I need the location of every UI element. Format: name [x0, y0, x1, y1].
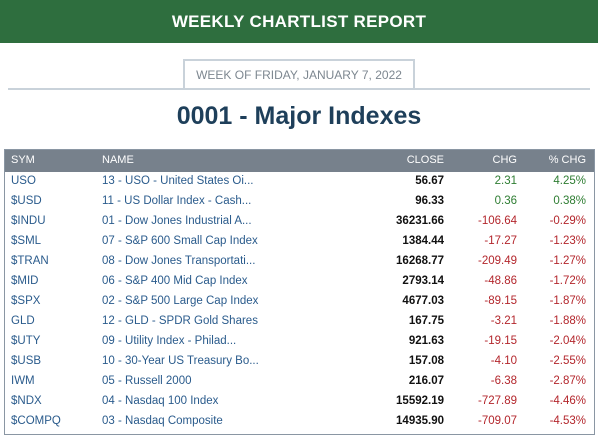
name-link[interactable]: 01 - Dow Jones Industrial A...: [102, 215, 252, 227]
chartlist-title: 0001 - Major Indexes: [176, 101, 422, 130]
change-value: -727.89: [477, 395, 517, 407]
name-link[interactable]: 11 - US Dollar Index - Cash...: [102, 195, 252, 207]
percent-change-value: -2.87%: [549, 375, 586, 387]
column-header-pct-chg[interactable]: % CHG: [548, 154, 586, 166]
percent-change-value: -1.72%: [549, 275, 586, 287]
percent-change-value: -1.23%: [549, 235, 586, 247]
change-value: -17.27: [484, 235, 517, 247]
change-value: -4.10: [490, 355, 517, 367]
table-row[interactable]: $SML 07 - S&P 600 Small Cap Index 1384.44 -…: [5, 232, 594, 252]
percent-change-value: -1.27%: [549, 255, 586, 267]
close-value: 167.75: [408, 315, 444, 327]
table-row[interactable]: $SPX 02 - S&P 500 Large Cap Index 4677.03 -…: [5, 292, 594, 312]
table-row[interactable]: $USD 11 - US Dollar Index - Cash... 96.33 0…: [5, 192, 594, 212]
change-value: -48.86: [484, 275, 517, 287]
change-value: -3.21: [490, 315, 517, 327]
close-value: 2793.14: [402, 275, 444, 287]
name-link[interactable]: 09 - Utility Index - Philad...: [102, 335, 237, 347]
percent-change-value: 0.38%: [553, 195, 586, 207]
change-value: -6.38: [490, 375, 517, 387]
table-row[interactable]: $COMPQ 03 - Nasdaq Composite 14935.90 -709.…: [5, 412, 594, 432]
symbol-link[interactable]: $INDU: [11, 215, 46, 227]
close-value: 14935.90: [396, 415, 444, 427]
symbol-link[interactable]: $NDX: [11, 395, 42, 407]
name-link[interactable]: 05 - Russell 2000: [102, 375, 192, 387]
close-value: 157.08: [408, 355, 444, 367]
table-row[interactable]: $NDX 04 - Nasdaq 100 Index 15592.19 -727.89…: [5, 392, 594, 412]
week-label-box: WEEK OF FRIDAY, JANUARY 7, 2022: [183, 59, 415, 88]
name-link[interactable]: 12 - GLD - SPDR Gold Shares: [102, 315, 258, 327]
change-value: 2.31: [494, 175, 517, 187]
close-value: 1384.44: [402, 235, 444, 247]
percent-change-value: -4.46%: [549, 395, 586, 407]
symbol-link[interactable]: $UTY: [11, 335, 41, 347]
name-link[interactable]: 10 - 30-Year US Treasury Bo...: [102, 355, 259, 367]
week-label: WEEK OF FRIDAY, JANUARY 7, 2022: [196, 67, 402, 82]
percent-change-value: -2.04%: [549, 335, 586, 347]
symbol-link[interactable]: GLD: [11, 315, 35, 327]
close-value: 216.07: [408, 375, 444, 387]
name-link[interactable]: 02 - S&P 500 Large Cap Index: [102, 295, 259, 307]
table-row[interactable]: $UTY 09 - Utility Index - Philad... 921.63…: [5, 332, 594, 352]
change-value: -106.64: [477, 215, 517, 227]
symbol-link[interactable]: IWM: [11, 375, 35, 387]
percent-change-value: -4.53%: [549, 415, 586, 427]
chartlist-heading: 0001 - Major Indexes: [0, 96, 598, 136]
table-row[interactable]: IWM 05 - Russell 2000 216.07 -6.38 -2.87%: [5, 372, 594, 392]
name-link[interactable]: 03 - Nasdaq Composite: [102, 415, 223, 427]
symbol-link[interactable]: USO: [11, 175, 36, 187]
table-row[interactable]: $INDU 01 - Dow Jones Industrial A... 36231…: [5, 212, 594, 232]
table-row[interactable]: $TRAN 08 - Dow Jones Transportati... 16268…: [5, 252, 594, 272]
percent-change-value: 4.25%: [553, 175, 586, 187]
table-header: SYM NAME CLOSE CHG % CHG: [5, 150, 594, 172]
close-value: 16268.77: [396, 255, 444, 267]
close-value: 921.63: [408, 335, 444, 347]
name-link[interactable]: 08 - Dow Jones Transportati...: [102, 255, 256, 267]
divider: [8, 88, 590, 90]
column-header-sym[interactable]: SYM: [11, 154, 35, 166]
percent-change-value: -2.55%: [549, 355, 586, 367]
symbol-link[interactable]: $TRAN: [11, 255, 49, 267]
close-value: 96.33: [415, 195, 444, 207]
name-link[interactable]: 04 - Nasdaq 100 Index: [102, 395, 219, 407]
change-value: -709.07: [477, 415, 517, 427]
change-value: -89.15: [484, 295, 517, 307]
close-value: 56.67: [415, 175, 444, 187]
percent-change-value: -1.87%: [549, 295, 586, 307]
symbol-link[interactable]: $SML: [11, 235, 42, 247]
name-link[interactable]: 07 - S&P 600 Small Cap Index: [102, 235, 258, 247]
change-value: 0.36: [494, 195, 517, 207]
table-row[interactable]: GLD 12 - GLD - SPDR Gold Shares 167.75 -3.2…: [5, 312, 594, 332]
column-header-chg[interactable]: CHG: [492, 154, 517, 166]
close-value: 4677.03: [402, 295, 444, 307]
percent-change-value: -1.88%: [549, 315, 586, 327]
table-row[interactable]: $MID 06 - S&P 400 Mid Cap Index 2793.14 -48…: [5, 272, 594, 292]
table-body: USO 13 - USO - United States Oi... 56.67 2.…: [5, 172, 594, 432]
table-row[interactable]: $USB 10 - 30-Year US Treasury Bo... 157.08…: [5, 352, 594, 372]
column-header-close[interactable]: CLOSE: [406, 154, 444, 166]
close-value: 15592.19: [396, 395, 444, 407]
percent-change-value: -0.29%: [549, 215, 586, 227]
symbol-link[interactable]: $MID: [11, 275, 39, 287]
symbol-link[interactable]: $USD: [11, 195, 42, 207]
report-title: WEEKLY CHARTLIST REPORT: [171, 11, 427, 31]
indexes-table: SYM NAME CLOSE CHG % CHG USO 13 - USO - U…: [4, 149, 595, 435]
report-banner: WEEKLY CHARTLIST REPORT: [0, 0, 598, 43]
symbol-link[interactable]: $SPX: [11, 295, 41, 307]
name-link[interactable]: 13 - USO - United States Oi...: [102, 175, 254, 187]
change-value: -19.15: [484, 335, 517, 347]
name-link[interactable]: 06 - S&P 400 Mid Cap Index: [102, 275, 248, 287]
table-row[interactable]: USO 13 - USO - United States Oi... 56.67 2.…: [5, 172, 594, 192]
close-value: 36231.66: [396, 215, 444, 227]
change-value: -209.49: [477, 255, 517, 267]
symbol-link[interactable]: $USB: [11, 355, 42, 367]
symbol-link[interactable]: $COMPQ: [11, 415, 61, 427]
column-header-name[interactable]: NAME: [102, 154, 134, 166]
